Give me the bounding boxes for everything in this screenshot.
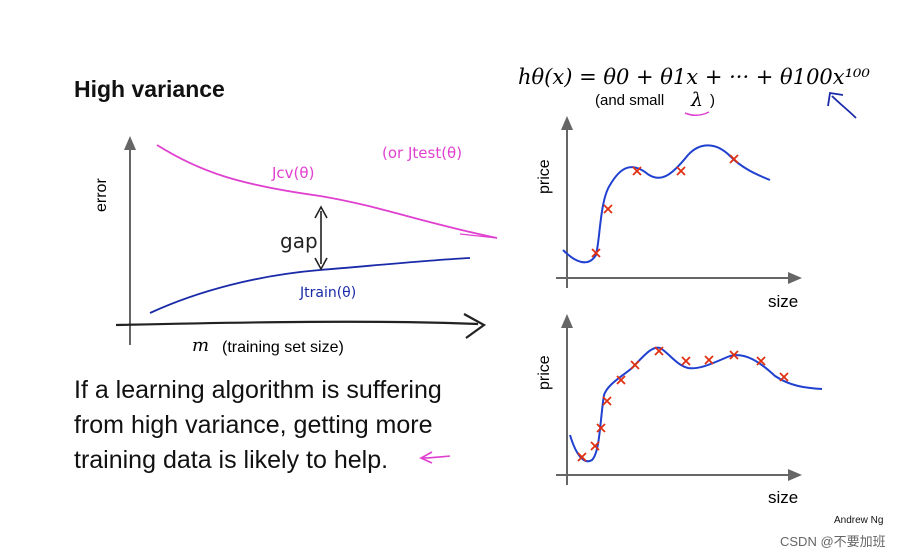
bottom-fit-point-9 <box>704 355 714 365</box>
train-curve-label: Jtrain(θ) <box>299 285 356 301</box>
learning-curve-plot: error m (training set size) gap Jcv(θ) (… <box>93 136 498 356</box>
body-pointer-head <box>419 451 433 464</box>
bottom-fit-y-label: price <box>536 355 553 390</box>
top-fit-point-2 <box>603 204 613 214</box>
bottom-fit-point-2 <box>590 441 600 451</box>
lc-x-axis-label: (training set size) <box>222 339 344 356</box>
test-curve-label: (or Jtest(θ) <box>382 144 462 162</box>
bottom-fit-point-11 <box>756 356 766 366</box>
bottom-fit-plot: price size <box>536 314 823 507</box>
cv-curve-label: Jcv(θ) <box>271 164 314 182</box>
top-fit-point-4 <box>676 166 686 176</box>
bottom-fit-curve <box>569 346 823 463</box>
bottom-fit-y-axis-arrow <box>561 314 573 328</box>
top-fit-x-axis-arrow <box>788 272 802 284</box>
hypothesis-note-suffix: ) <box>710 92 715 109</box>
author-credit: Andrew Ng <box>834 515 884 526</box>
top-fit-point-5 <box>729 154 739 164</box>
lc-x-axis <box>115 320 479 327</box>
hypothesis-formula: hθ(x) = θ0 + θ1x + ··· + θ100x¹⁰⁰ <box>518 65 870 89</box>
lc-y-axis-arrow <box>124 136 136 150</box>
bottom-fit-point-3 <box>596 423 606 433</box>
bottom-fit-point-7 <box>654 346 664 356</box>
lc-x-axis-arrow <box>463 313 487 339</box>
bottom-fit-point-5 <box>616 375 626 385</box>
top-fit-point-3 <box>632 166 642 176</box>
top-fit-plot: price size <box>536 116 802 311</box>
cv-error-curve-tail <box>459 233 498 239</box>
train-error-curve <box>149 257 471 314</box>
formula-pointer-arrow-head <box>827 91 844 107</box>
bottom-fit-point-8 <box>681 356 691 366</box>
csdn-watermark: CSDN @不要加班 <box>780 534 886 549</box>
top-fit-curve <box>562 144 771 264</box>
body-pointer-line <box>422 455 451 459</box>
top-fit-y-axis-arrow <box>561 116 573 130</box>
body-line-2: from high variance, getting more <box>74 411 433 439</box>
lambda-symbol: λ <box>690 89 703 111</box>
body-pointer-arrow <box>419 451 451 464</box>
bottom-fit-point-6 <box>630 360 640 370</box>
gap-arrow-head-bottom <box>314 257 328 271</box>
bottom-fit-point-4 <box>602 396 612 406</box>
gap-arrow-head-top <box>314 205 328 219</box>
slide-body-text: If a learning algorithm is suffering fro… <box>74 373 494 478</box>
bottom-fit-x-label: size <box>768 488 798 507</box>
bottom-fit-point-12 <box>779 372 789 382</box>
cv-error-curve <box>156 144 498 239</box>
hypothesis-block: hθ(x) = θ0 + θ1x + ··· + θ100x¹⁰⁰ (and s… <box>518 65 870 119</box>
formula-pointer-arrow <box>831 95 857 119</box>
bottom-fit-points <box>577 346 789 462</box>
slide-title: High variance <box>74 76 225 102</box>
bottom-fit-x-axis-arrow <box>788 469 802 481</box>
body-line-1: If a learning algorithm is suffering <box>74 376 442 404</box>
top-fit-y-label: price <box>536 159 553 194</box>
bottom-fit-point-1 <box>577 452 587 462</box>
lc-x-axis-var: m <box>192 335 209 356</box>
top-fit-points <box>591 154 739 258</box>
lambda-underline <box>684 111 710 116</box>
hypothesis-note-prefix: (and small <box>595 92 664 109</box>
bottom-fit-point-10 <box>729 350 739 360</box>
top-fit-point-1 <box>591 248 601 258</box>
top-fit-x-label: size <box>768 292 798 311</box>
gap-label: gap <box>280 229 318 253</box>
body-line-3: training data is likely to help. <box>74 446 389 474</box>
lc-y-axis-label: error <box>93 178 110 212</box>
